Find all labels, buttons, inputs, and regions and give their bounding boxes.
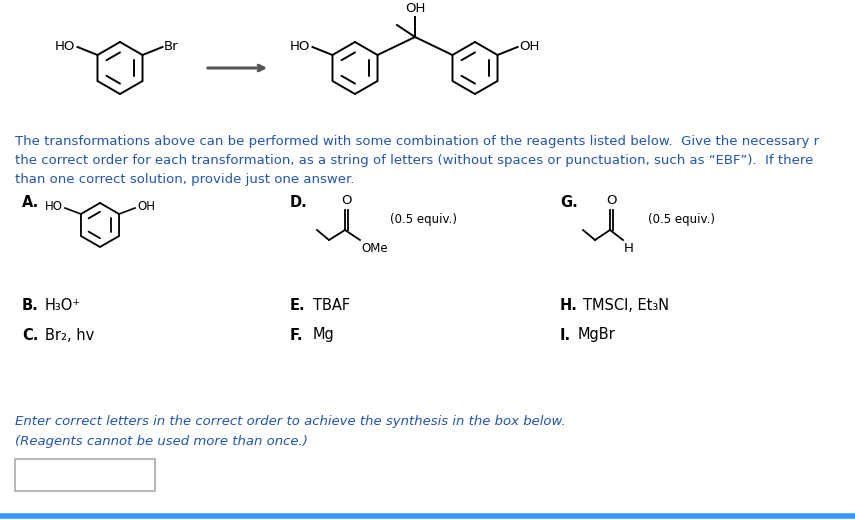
Text: OMe: OMe: [361, 242, 387, 255]
Text: Mg: Mg: [313, 328, 335, 343]
Text: G.: G.: [560, 195, 578, 210]
Text: OH: OH: [520, 40, 540, 53]
Text: H₃O⁺: H₃O⁺: [45, 297, 81, 313]
Text: than one correct solution, provide just one answer.: than one correct solution, provide just …: [15, 173, 354, 186]
Text: OH: OH: [404, 2, 425, 15]
Text: Enter correct letters in the correct order to achieve the synthesis in the box b: Enter correct letters in the correct ord…: [15, 415, 566, 428]
Text: HO: HO: [290, 40, 310, 53]
Text: the correct order for each transformation, as a string of letters (without space: the correct order for each transformatio…: [15, 154, 813, 167]
Text: TBAF: TBAF: [313, 297, 351, 313]
Text: H: H: [624, 242, 634, 255]
Text: Br₂, hv: Br₂, hv: [45, 328, 94, 343]
Text: OH: OH: [137, 201, 155, 214]
Text: HO: HO: [55, 40, 75, 53]
Text: B.: B.: [22, 297, 38, 313]
Text: C.: C.: [22, 328, 38, 343]
FancyBboxPatch shape: [15, 459, 155, 491]
Text: HO: HO: [45, 201, 63, 214]
Text: Br: Br: [163, 40, 178, 53]
Text: (0.5 equiv.): (0.5 equiv.): [648, 214, 715, 227]
Text: D.: D.: [290, 195, 308, 210]
Text: O: O: [605, 194, 616, 207]
Text: H.: H.: [560, 297, 578, 313]
Text: O: O: [341, 194, 351, 207]
Text: F.: F.: [290, 328, 304, 343]
Text: (Reagents cannot be used more than once.): (Reagents cannot be used more than once.…: [15, 435, 308, 448]
Text: TMSCl, Et₃N: TMSCl, Et₃N: [583, 297, 669, 313]
Text: I.: I.: [560, 328, 571, 343]
Text: The transformations above can be performed with some combination of the reagents: The transformations above can be perform…: [15, 135, 819, 148]
Text: (0.5 equiv.): (0.5 equiv.): [390, 214, 457, 227]
Text: MgBr: MgBr: [578, 328, 616, 343]
Text: E.: E.: [290, 297, 305, 313]
Text: A.: A.: [22, 195, 39, 210]
